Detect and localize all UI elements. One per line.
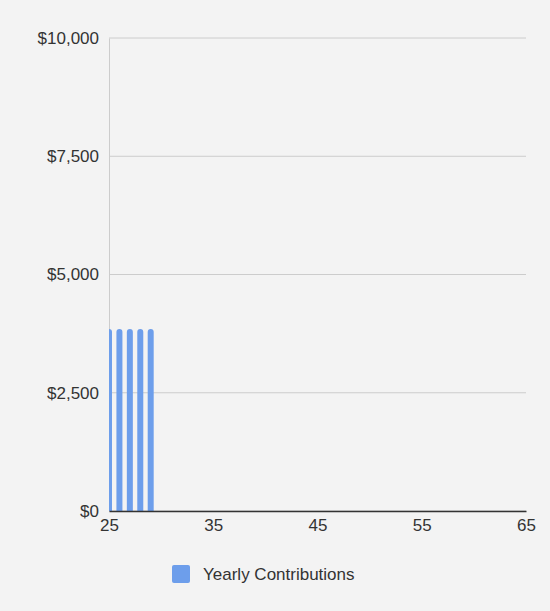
x-axis-line bbox=[110, 511, 527, 513]
grid-line bbox=[109, 392, 526, 393]
grid-line bbox=[109, 274, 526, 275]
bars bbox=[109, 329, 154, 511]
x-tick: 45 bbox=[309, 511, 328, 535]
plot: $0 $2,500 $5,000 $7,500 $10,000 25 35 45 55 65 bbox=[38, 29, 536, 535]
bar bbox=[109, 329, 112, 511]
x-tick-label: 45 bbox=[309, 516, 328, 535]
legend-label: Yearly Contributions bbox=[203, 565, 355, 584]
x-tick: 65 bbox=[517, 511, 536, 535]
y-tick-label: $10,000 bbox=[38, 29, 99, 48]
legend-swatch bbox=[172, 565, 190, 583]
x-tick: 35 bbox=[204, 511, 223, 535]
bar bbox=[127, 329, 133, 511]
x-axis: 25 35 45 55 65 bbox=[100, 511, 536, 535]
bar bbox=[116, 329, 122, 511]
grid-line bbox=[109, 156, 526, 157]
chart: $0 $2,500 $5,000 $7,500 $10,000 25 35 45 55 65 Yea… bbox=[0, 0, 550, 611]
legend: Yearly Contributions bbox=[172, 565, 355, 584]
grid bbox=[109, 38, 526, 511]
grid-line bbox=[109, 38, 526, 39]
bar bbox=[148, 329, 154, 511]
y-tick-label: $5,000 bbox=[47, 265, 99, 284]
grid-line bbox=[109, 511, 526, 512]
y-tick-label: $0 bbox=[80, 502, 99, 521]
y-tick: $7,500 bbox=[47, 147, 109, 166]
x-tick: 55 bbox=[413, 511, 432, 535]
y-axis: $0 $2,500 $5,000 $7,500 $10,000 bbox=[38, 29, 110, 521]
y-tick-label: $7,500 bbox=[47, 147, 99, 166]
x-tick-label: 65 bbox=[517, 516, 536, 535]
y-tick-label: $2,500 bbox=[47, 384, 99, 403]
y-tick: $2,500 bbox=[47, 384, 109, 403]
bar bbox=[137, 329, 143, 511]
x-tick: 25 bbox=[100, 511, 119, 535]
x-tick-label: 35 bbox=[204, 516, 223, 535]
y-tick: $5,000 bbox=[47, 265, 109, 284]
y-tick: $10,000 bbox=[38, 29, 109, 48]
x-tick-label: 55 bbox=[413, 516, 432, 535]
x-tick-label: 25 bbox=[100, 516, 119, 535]
